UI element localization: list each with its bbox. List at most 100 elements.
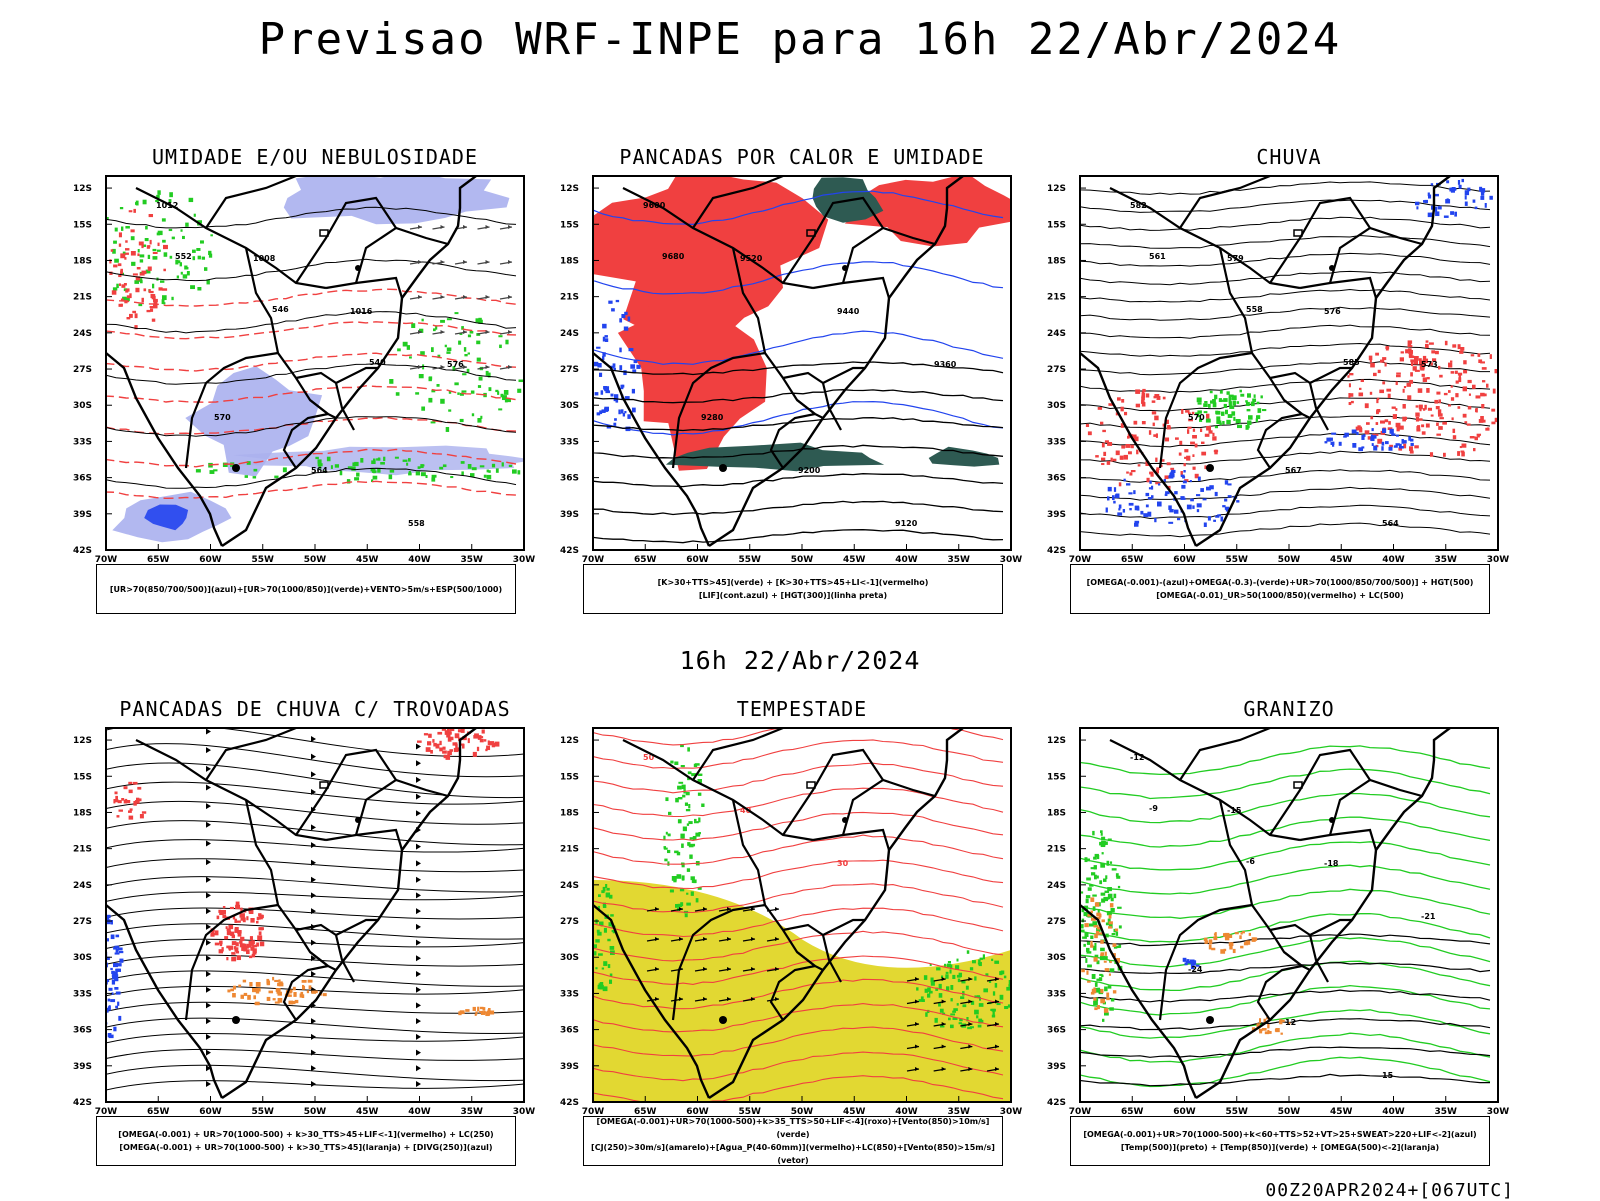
thunderstorm-area [114,791,118,795]
rain-area-light [1154,518,1157,523]
temp-850-contour [1092,906,1096,911]
humidity-low-level [480,415,483,419]
thickness-contour [120,270,123,276]
lat-tick-label: 30S [560,401,579,411]
lifted-index-contour [632,407,636,413]
strong-wind-850 [610,914,614,917]
strong-wind-850 [950,1024,954,1029]
temp-850-contour [1101,852,1104,855]
wind-vector [463,365,467,369]
rain-area-light [1192,505,1195,509]
thunderstorm-area [211,929,215,935]
lake [232,1016,240,1024]
rain-area-light [1330,441,1335,445]
lifted-index-contour [599,372,603,377]
thickness-contour [125,252,129,255]
thunderstorm-area [462,743,465,749]
precipitable-water-contour [593,955,1004,985]
humidity-low-level [131,261,136,266]
strong-wind-850 [688,821,693,825]
shower-area [302,986,306,990]
humidity-low-level [144,238,149,242]
rain-area-low [1425,340,1429,343]
thunderstorm-area [121,798,125,801]
strong-wind-850 [925,1012,928,1017]
streamline-250 [416,1049,421,1056]
humidity-low-level [459,392,464,396]
rain-area-light [1484,203,1487,208]
temp-850-contour [1098,977,1103,982]
temp-850-contour [1113,929,1116,932]
strong-wind-850 [935,987,939,991]
humidity-low-level [431,474,437,478]
thunderstorm-area [485,748,488,752]
rain-area-low [1464,421,1468,424]
divergence-area [106,956,110,961]
temp-850-contour [1113,893,1117,899]
humidity-low-level [330,465,333,469]
wind-vector-850 [703,967,707,971]
rain-area-low [1515,395,1517,398]
humidity-low-level [152,248,157,252]
humidity-low-level [486,469,490,473]
humidity-low-level [168,199,172,203]
divergence-area [117,963,122,967]
omega-500-area [1208,939,1213,945]
lat-tick-label: 42S [73,1098,92,1108]
rain-area-light [1389,428,1394,434]
instability-area [617,264,767,471]
strong-wind-850 [677,819,682,824]
humidity-low-level [351,466,356,471]
rain-area-low [1123,454,1128,460]
rain-area-light [1182,480,1187,484]
strong-wind-850 [974,995,978,999]
humidity-low-level [112,248,116,254]
rain-area-light [1385,441,1389,445]
strong-wind-850 [599,984,604,990]
strong-wind-850 [950,1013,956,1016]
humidity-low-level [208,250,212,256]
temp-850-contour [1084,857,1088,863]
wind-vector-850 [655,997,659,1001]
rain-area-low [1131,434,1134,438]
wind-vector [485,295,490,299]
strong-wind-850 [974,1009,979,1015]
strong-wind-850 [693,880,697,884]
lake [719,1016,727,1024]
temp-850-contour [1108,923,1113,929]
rain-area-low [1190,441,1195,445]
humidity-low-level [470,390,475,394]
omega-500-area [1224,936,1230,941]
humidity-low-level [420,464,424,469]
rain-area-light [1165,491,1170,495]
humidity-low-level [98,260,102,262]
streamline-250 [206,859,211,866]
strong-wind-850 [602,886,606,892]
thunderstorm-area [128,781,133,785]
lon-tick-label: 30W [1000,1107,1023,1117]
humidity-low-level [505,339,509,345]
rain-area-low [1408,350,1414,354]
lake [319,229,329,237]
omega-500-area [1243,942,1249,946]
rain-area-light [1105,507,1108,513]
omega-500-area [1100,998,1106,1004]
omega-500-area [1267,1024,1270,1029]
lon-tick-label: 45W [1330,1107,1353,1117]
temp-850-contour [1080,816,1491,848]
temp-850-contour [1109,861,1113,864]
strong-wind-850 [602,986,608,992]
state-border [812,828,891,851]
state-border [822,918,865,936]
thunderstorm-area [250,918,255,923]
wind-vector [440,260,445,264]
rain-area-moderate [1197,410,1202,414]
rain-area-low [1407,348,1412,351]
lat-tick-label: 39S [1047,510,1066,520]
streamline-250 [311,771,316,778]
strong-wind-850 [977,962,982,965]
rain-area-light [1112,495,1115,501]
rain-area-light [1451,187,1456,191]
strong-wind-850 [1003,975,1007,979]
rain-area-moderate [1256,415,1261,420]
